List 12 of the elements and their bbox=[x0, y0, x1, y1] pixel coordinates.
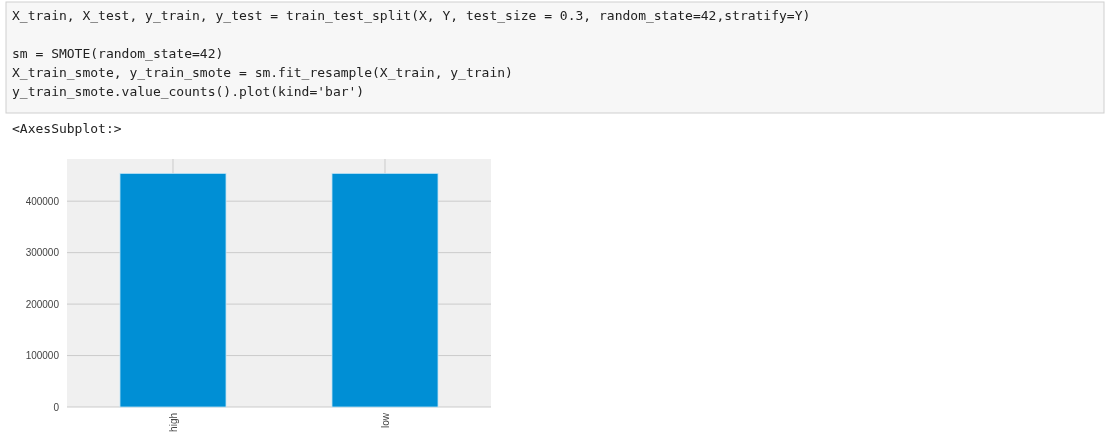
text: X_train, X_test, y_train, y_test = train_test_split(X, Y, test_size = 0.3, random_state=42,stratify=Y) bbox=[12, 8, 811, 23]
y-tick-label: 100000 bbox=[25, 350, 60, 362]
x-tick-label: high bbox=[167, 413, 179, 432]
text: sm = SMOTE(random_state=42) bbox=[12, 46, 224, 61]
text: <AxesSubplot:> bbox=[12, 121, 122, 136]
x-tick-label: low bbox=[379, 412, 391, 429]
text: y_train_smote.value_counts().plot(kind='bar') bbox=[12, 84, 365, 99]
y-tick-label: 300000 bbox=[25, 247, 60, 259]
y-tick-label: 400000 bbox=[25, 195, 60, 207]
text: X_train_smote, y_train_smote = sm.fit_resample(X_train, y_train) bbox=[12, 65, 513, 80]
y-tick-label: 0 bbox=[53, 401, 60, 413]
y-tick-label: 200000 bbox=[25, 298, 60, 310]
